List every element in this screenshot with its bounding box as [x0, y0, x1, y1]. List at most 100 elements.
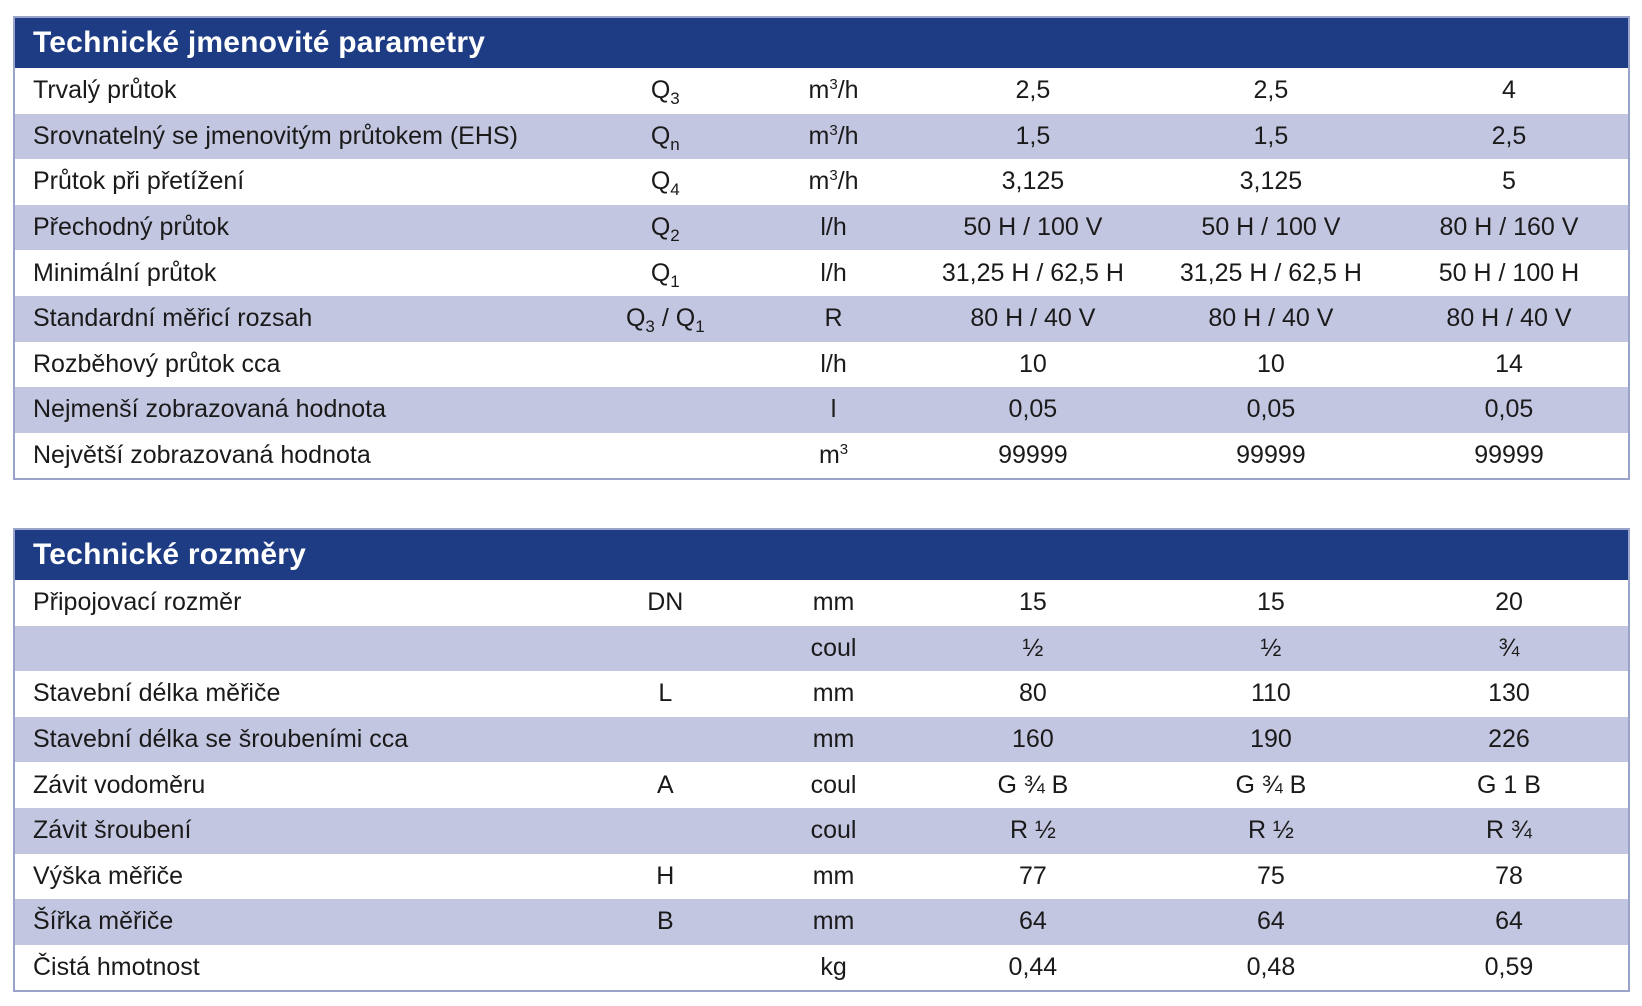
- row-symbol: Q1: [650, 258, 680, 291]
- table-row: Nejmenší zobrazovaná hodnota l 0,05 0,05…: [15, 387, 1628, 433]
- row-value: 15: [1018, 588, 1047, 617]
- row-symbol: Q3: [650, 76, 680, 109]
- row-value: 2,5: [1253, 76, 1289, 105]
- row-value: 10: [1018, 349, 1047, 378]
- table-row: Srovnatelný se jmenovitým průtokem (EHS)…: [15, 113, 1628, 160]
- row-value: ½: [1260, 633, 1282, 662]
- row-value: 10: [1257, 349, 1285, 378]
- row-value: R ¾: [1486, 816, 1532, 845]
- row-value: 75: [1257, 861, 1285, 890]
- row-value: 3,125: [1239, 167, 1303, 196]
- row-symbol: [577, 626, 753, 672]
- row-value: 130: [1488, 679, 1530, 708]
- row-label: Stavební délka se šroubeními cca: [33, 725, 409, 754]
- table-row: Průtok při přetížení Q4 m3/h 3,125 3,125…: [15, 159, 1628, 205]
- row-unit: mm: [812, 725, 855, 754]
- table-row: Čistá hmotnost kg 0,44 0,48 0,59: [15, 945, 1628, 991]
- row-label: Šířka měřiče: [33, 907, 174, 936]
- row-value: 80 H / 40 V: [1446, 304, 1572, 333]
- row-value: 50 H / 100 H: [1438, 258, 1580, 287]
- row-value: 20: [1495, 588, 1523, 617]
- row-value: 14: [1495, 349, 1523, 378]
- row-label: Čistá hmotnost: [33, 953, 200, 982]
- row-unit: mm: [812, 907, 855, 936]
- row-unit: m3/h: [808, 76, 859, 105]
- table-row: Připojovací rozměr DN mm 15 15 20: [15, 580, 1628, 626]
- row-value: 99999: [998, 441, 1068, 470]
- row-value: 0,05: [1246, 395, 1296, 424]
- parameters-grid: Trvalý průtok Q3 m3/h 2,5 2,5 4 Srovnate…: [15, 68, 1628, 478]
- row-symbol: [577, 342, 753, 388]
- row-value: 1,5: [1253, 121, 1289, 150]
- table-row: Šířka měřiče B mm 64 64 64: [15, 899, 1628, 945]
- row-value: 15: [1257, 588, 1285, 617]
- row-value: 2,5: [1491, 121, 1527, 150]
- row-unit: l/h: [820, 258, 847, 287]
- row-symbol: Q2: [650, 213, 680, 246]
- row-unit: l: [830, 395, 837, 424]
- section-title: Technické rozměry: [15, 530, 1628, 580]
- row-value: 99999: [1474, 441, 1544, 470]
- row-label: [15, 626, 577, 672]
- row-value: 0,44: [1008, 953, 1058, 982]
- row-unit: mm: [812, 588, 855, 617]
- row-value: 31,25 H / 62,5 H: [1179, 258, 1362, 287]
- row-symbol: B: [656, 907, 674, 936]
- table-row: Standardní měřicí rozsah Q3 / Q1 R 80 H …: [15, 295, 1628, 342]
- row-label: Závit šroubení: [33, 816, 192, 845]
- row-value: 0,05: [1484, 395, 1534, 424]
- row-symbol: DN: [647, 588, 684, 617]
- row-unit: kg: [820, 953, 847, 982]
- technical-dimensions-table: Technické rozměry Připojovací rozměr DN …: [13, 528, 1630, 993]
- row-symbol: [577, 387, 753, 433]
- row-label: Minimální průtok: [33, 258, 217, 287]
- row-unit: m3/h: [808, 121, 859, 150]
- row-value: 80 H / 40 V: [1208, 304, 1334, 333]
- row-label: Srovnatelný se jmenovitým průtokem (EHS): [33, 121, 518, 150]
- row-unit: coul: [810, 770, 857, 799]
- row-value: 80 H / 160 V: [1439, 213, 1579, 242]
- row-value: 64: [1018, 907, 1047, 936]
- row-value: 0,05: [1008, 395, 1058, 424]
- table-row: Největší zobrazovaná hodnota m3 99999 99…: [15, 433, 1628, 479]
- row-unit: mm: [812, 861, 855, 890]
- row-unit: m3/h: [808, 167, 859, 196]
- row-label: Trvalý průtok: [33, 76, 177, 105]
- table-row: coul ½ ½ ¾: [15, 625, 1628, 672]
- row-unit: m3: [818, 441, 849, 470]
- row-value: 80 H / 40 V: [970, 304, 1096, 333]
- table-row: Přechodný průtok Q2 l/h 50 H / 100 V 50 …: [15, 204, 1628, 251]
- row-value: R ½: [1009, 816, 1056, 845]
- row-value: 99999: [1236, 441, 1306, 470]
- row-value: 3,125: [1001, 167, 1065, 196]
- row-value: 64: [1257, 907, 1285, 936]
- section-title: Technické jmenovité parametry: [15, 18, 1628, 68]
- row-value: 4: [1502, 76, 1516, 105]
- row-value: 80: [1018, 679, 1047, 708]
- row-value: 226: [1488, 725, 1530, 754]
- row-value: 1,5: [1015, 121, 1051, 150]
- row-value: G ¾ B: [997, 770, 1069, 799]
- row-value: 160: [1012, 725, 1054, 754]
- row-label: Připojovací rozměr: [33, 588, 242, 617]
- row-value: 78: [1495, 861, 1523, 890]
- row-symbol: [577, 945, 753, 991]
- row-label: Stavební délka měřiče: [33, 679, 281, 708]
- row-label: Standardní měřicí rozsah: [33, 304, 313, 333]
- row-value: G 1 B: [1477, 770, 1541, 799]
- table-row: Trvalý průtok Q3 m3/h 2,5 2,5 4: [15, 68, 1628, 114]
- table-row: Rozběhový průtok cca l/h 10 10 14: [15, 342, 1628, 388]
- row-label: Nejmenší zobrazovaná hodnota: [33, 395, 387, 424]
- table-row: Závit šroubení coul R ½ R ½ R ¾: [15, 807, 1628, 854]
- row-label: Výška měřiče: [33, 861, 184, 890]
- row-label: Průtok při přetížení: [33, 167, 245, 196]
- table-row: Závit vodoměru A coul G ¾ B G ¾ B G 1 B: [15, 762, 1628, 808]
- row-value: 50 H / 100 V: [963, 213, 1103, 242]
- row-symbol: [577, 717, 753, 763]
- row-value: G ¾ B: [1235, 770, 1307, 799]
- row-unit: coul: [810, 633, 857, 662]
- row-unit: l/h: [820, 349, 847, 378]
- row-value: 64: [1495, 907, 1523, 936]
- row-unit: l/h: [820, 213, 847, 242]
- row-symbol: H: [656, 861, 675, 890]
